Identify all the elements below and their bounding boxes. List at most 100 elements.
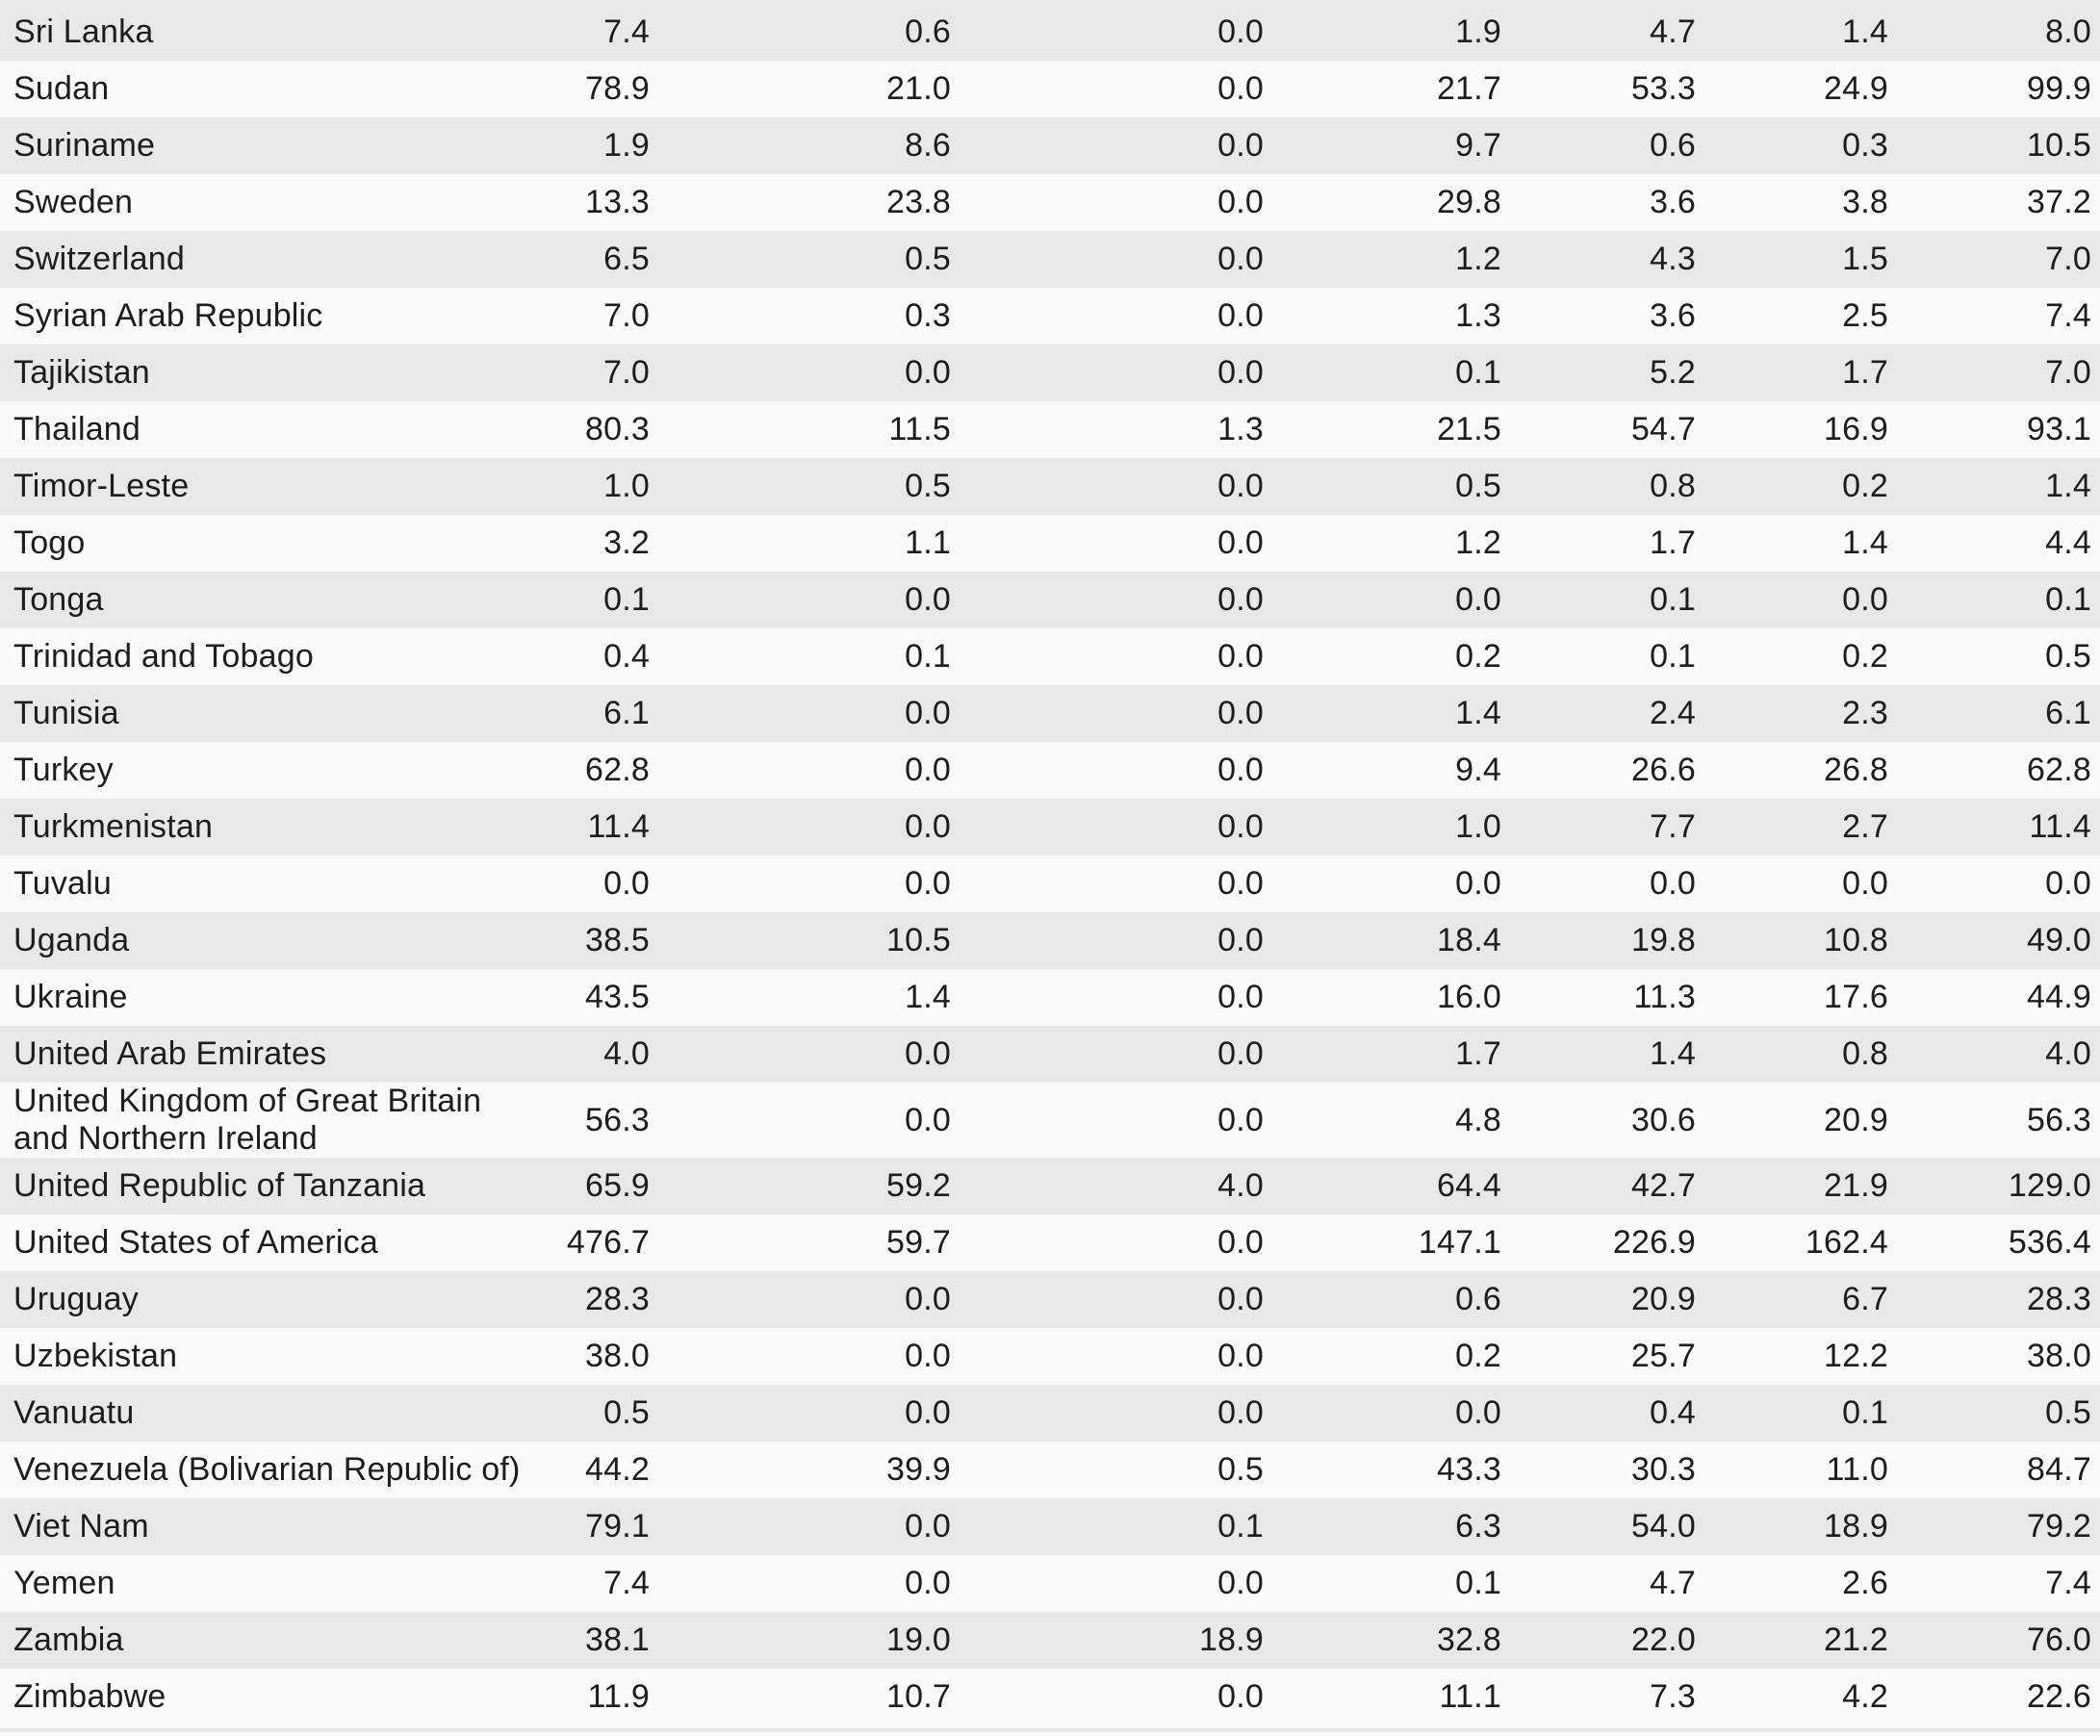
value-cell-5: 0.4 bbox=[1650, 1394, 1696, 1432]
value-cell-3: 0.0 bbox=[1217, 1101, 1264, 1138]
value-cell-3: 0.0 bbox=[1217, 1281, 1264, 1318]
value-cell-1: 7.0 bbox=[603, 296, 650, 334]
value-cell-4: 9.7 bbox=[1455, 126, 1501, 164]
table-row: Timor-Leste 1.0 0.5 0.0 0.5 0.8 0.2 1.4 bbox=[0, 458, 2100, 515]
value-cell-6: 16.9 bbox=[1824, 410, 1888, 447]
value-cell-4: 29.8 bbox=[1437, 183, 1501, 220]
value-cell-6: 0.2 bbox=[1842, 637, 1888, 675]
value-cell-5: 7.7 bbox=[1650, 807, 1696, 845]
value-cell-2: 0.0 bbox=[905, 751, 951, 788]
value-cell-3: 0.0 bbox=[1217, 751, 1264, 788]
value-cell-2: 0.5 bbox=[905, 467, 951, 504]
value-cell-6: 0.8 bbox=[1842, 1034, 1888, 1072]
table-row: United States of America 476.7 59.7 0.0 … bbox=[0, 1214, 2100, 1271]
country-name-cell: Turkmenistan bbox=[13, 807, 214, 845]
value-cell-6: 17.6 bbox=[1824, 978, 1888, 1015]
value-cell-2: 0.0 bbox=[905, 353, 951, 391]
country-name-cell: Suriname bbox=[13, 126, 156, 164]
value-cell-4: 1.3 bbox=[1455, 296, 1501, 334]
value-cell-3: 0.0 bbox=[1217, 807, 1264, 845]
value-cell-6: 2.7 bbox=[1842, 807, 1888, 845]
country-name-cell: Thailand bbox=[13, 410, 141, 447]
value-cell-total: 7.0 bbox=[2045, 240, 2091, 277]
country-name-cell: Sweden bbox=[13, 183, 134, 220]
country-name-cell: Switzerland bbox=[13, 240, 185, 277]
value-cell-2: 0.0 bbox=[905, 1101, 951, 1138]
value-cell-6: 0.0 bbox=[1842, 580, 1888, 618]
country-name-cell: Tunisia bbox=[13, 694, 119, 731]
table-row: Uruguay 28.3 0.0 0.0 0.6 20.9 6.7 28.3 bbox=[0, 1271, 2100, 1329]
country-name-cell: United Kingdom of Great Britain and Nort… bbox=[13, 1083, 482, 1158]
value-cell-1: 11.9 bbox=[587, 1678, 650, 1716]
value-cell-6: 10.8 bbox=[1824, 921, 1888, 958]
country-name-cell: United States of America bbox=[13, 1224, 378, 1262]
value-cell-total: 93.1 bbox=[2027, 410, 2091, 447]
value-cell-5: 5.2 bbox=[1650, 353, 1696, 391]
value-cell-total: 10.5 bbox=[2027, 126, 2091, 164]
value-cell-6: 6.7 bbox=[1842, 1281, 1888, 1318]
value-cell-1: 6.5 bbox=[603, 240, 650, 277]
table-row: Zimbabwe 11.9 10.7 0.0 11.1 7.3 4.2 22.6 bbox=[0, 1669, 2100, 1725]
value-cell-4: 0.0 bbox=[1455, 1394, 1501, 1432]
value-cell-4: 16.0 bbox=[1437, 978, 1501, 1015]
value-cell-4: 1.9 bbox=[1455, 13, 1501, 50]
value-cell-total: 44.9 bbox=[2027, 978, 2091, 1015]
value-cell-2: 10.5 bbox=[886, 921, 951, 958]
value-cell-1: 1.0 bbox=[603, 467, 650, 504]
value-cell-2: 0.0 bbox=[905, 807, 951, 845]
table-row: Uganda 38.5 10.5 0.0 18.4 19.8 10.8 49.0 bbox=[0, 912, 2100, 969]
value-cell-5: 0.8 bbox=[1650, 467, 1696, 504]
value-cell-3: 0.1 bbox=[1217, 1508, 1264, 1545]
table-row: Tajikistan 7.0 0.0 0.0 0.1 5.2 1.7 7.0 bbox=[0, 345, 2100, 401]
country-name-cell: Tuvalu bbox=[13, 864, 112, 902]
value-cell-5: 30.3 bbox=[1631, 1451, 1696, 1489]
value-cell-1: 38.5 bbox=[585, 921, 650, 958]
value-cell-3: 0.0 bbox=[1217, 1394, 1264, 1432]
value-cell-total: 99.9 bbox=[2027, 69, 2091, 107]
value-cell-5: 53.3 bbox=[1631, 69, 1696, 107]
value-cell-3: 18.9 bbox=[1199, 1621, 1264, 1659]
country-name-cell: Uruguay bbox=[13, 1281, 139, 1318]
value-cell-4: 147.1 bbox=[1418, 1224, 1501, 1262]
value-cell-5: 4.7 bbox=[1650, 13, 1696, 50]
value-cell-6: 26.8 bbox=[1824, 751, 1888, 788]
value-cell-3: 0.0 bbox=[1217, 694, 1264, 731]
value-cell-4: 0.0 bbox=[1455, 864, 1501, 902]
table-row: Thailand 80.3 11.5 1.3 21.5 54.7 16.9 93… bbox=[0, 401, 2100, 458]
value-cell-2: 0.1 bbox=[905, 637, 951, 675]
value-cell-1: 13.3 bbox=[585, 183, 650, 220]
value-cell-1: 0.1 bbox=[603, 580, 650, 618]
value-cell-total: 1.4 bbox=[2045, 467, 2091, 504]
value-cell-2: 39.9 bbox=[886, 1451, 951, 1489]
value-cell-3: 0.0 bbox=[1217, 13, 1264, 50]
table-body: Sri Lanka 7.4 0.6 0.0 1.9 4.7 1.4 8.0 Su… bbox=[0, 4, 2100, 1725]
value-cell-1: 7.4 bbox=[603, 13, 650, 50]
value-cell-4: 0.2 bbox=[1455, 1338, 1501, 1375]
country-name-cell: Tajikistan bbox=[13, 353, 150, 391]
value-cell-6: 11.0 bbox=[1826, 1451, 1888, 1489]
value-cell-6: 2.5 bbox=[1842, 296, 1888, 334]
value-cell-3: 0.0 bbox=[1217, 126, 1264, 164]
value-cell-6: 1.7 bbox=[1842, 353, 1888, 391]
country-name-cell: United Republic of Tanzania bbox=[13, 1167, 426, 1205]
value-cell-total: 49.0 bbox=[2027, 921, 2091, 958]
value-cell-6: 2.6 bbox=[1842, 1565, 1888, 1602]
value-cell-4: 0.6 bbox=[1455, 1281, 1501, 1318]
value-cell-6: 0.1 bbox=[1842, 1394, 1888, 1432]
table-row: Switzerland 6.5 0.5 0.0 1.2 4.3 1.5 7.0 bbox=[0, 231, 2100, 288]
value-cell-2: 19.0 bbox=[886, 1621, 951, 1659]
value-cell-4: 0.5 bbox=[1455, 467, 1501, 504]
value-cell-3: 0.0 bbox=[1217, 637, 1264, 675]
value-cell-1: 38.1 bbox=[585, 1621, 650, 1659]
value-cell-1: 56.3 bbox=[585, 1101, 650, 1138]
value-cell-2: 1.4 bbox=[905, 978, 951, 1015]
value-cell-5: 0.1 bbox=[1650, 580, 1696, 618]
value-cell-3: 0.0 bbox=[1217, 240, 1264, 277]
value-cell-6: 162.4 bbox=[1805, 1224, 1888, 1262]
value-cell-5: 30.6 bbox=[1631, 1101, 1696, 1138]
value-cell-4: 4.8 bbox=[1455, 1101, 1501, 1138]
value-cell-5: 20.9 bbox=[1631, 1281, 1696, 1318]
value-cell-5: 7.3 bbox=[1650, 1678, 1696, 1716]
value-cell-4: 0.1 bbox=[1455, 1565, 1501, 1602]
table-row: Suriname 1.9 8.6 0.0 9.7 0.6 0.3 10.5 bbox=[0, 117, 2100, 174]
